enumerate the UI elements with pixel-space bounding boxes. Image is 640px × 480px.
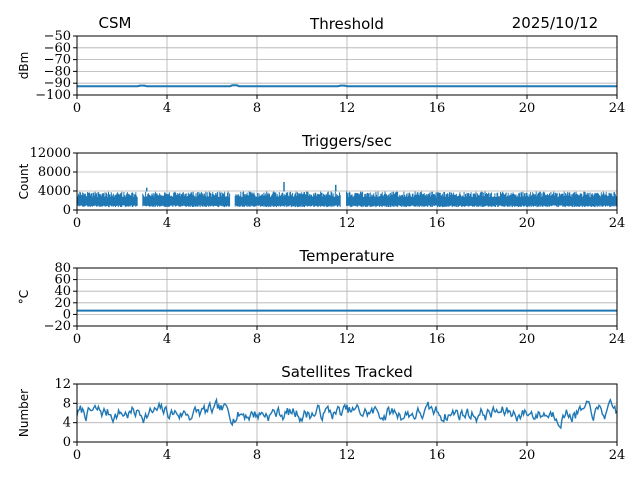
y-tick-label: 8000 <box>38 165 71 180</box>
y-tick-label: 80 <box>54 261 71 276</box>
x-tick-label: 12 <box>339 448 356 463</box>
x-tick-label: 20 <box>519 448 536 463</box>
header-date: 2025/10/12 <box>512 14 598 32</box>
x-tick-label: 12 <box>339 216 356 231</box>
x-tick-label: 4 <box>163 216 171 231</box>
x-tick-label: 16 <box>429 448 446 463</box>
y-tick-label: −70 <box>44 53 71 68</box>
x-tick-label: 0 <box>73 216 81 231</box>
x-tick-label: 24 <box>609 448 626 463</box>
panel-title: Threshold <box>309 15 384 33</box>
x-tick-label: 8 <box>253 332 261 347</box>
series-band <box>77 191 617 208</box>
y-tick-label: 4 <box>63 416 71 431</box>
y-tick-label: −50 <box>44 29 71 44</box>
x-tick-label: 0 <box>73 448 81 463</box>
x-tick-label: 8 <box>253 448 261 463</box>
y-tick-label: 0 <box>63 435 71 450</box>
header-left: CSM <box>99 14 132 32</box>
x-tick-label: 24 <box>609 216 626 231</box>
panel-2: Triggers/sec 0 4 8 12 16 20 24 0 4000 8000 12000 Cou… <box>17 132 625 231</box>
y-axis-label: °C <box>17 290 31 304</box>
panel-title: Satellites Tracked <box>281 363 412 381</box>
y-tick-label: 12000 <box>30 146 71 161</box>
panel-4: Satellites Tracked 0 4 8 12 16 20 24 0 4 8 12 Number <box>17 363 625 463</box>
y-tick-label: 60 <box>54 273 71 288</box>
panel-title: Triggers/sec <box>301 132 392 150</box>
y-tick-label: −60 <box>44 41 71 56</box>
y-tick-label: −100 <box>35 88 71 103</box>
x-tick-label: 20 <box>519 216 536 231</box>
y-axis-label: Count <box>17 163 31 199</box>
x-tick-label: 20 <box>519 332 536 347</box>
series-line <box>77 397 617 430</box>
x-tick-label: 4 <box>163 448 171 463</box>
plot-area <box>77 181 617 208</box>
y-tick-label: 8 <box>63 396 71 411</box>
y-tick-label: −90 <box>44 76 71 91</box>
x-tick-label: 24 <box>609 332 626 347</box>
y-tick-label: 4000 <box>38 184 71 199</box>
y-tick-label: −20 <box>44 319 71 334</box>
panels: Threshold 0 4 8 12 16 20 24 −100−90−80−70−60−50 d… <box>17 15 625 463</box>
x-tick-label: 8 <box>253 216 261 231</box>
plot-area <box>77 84 617 88</box>
y-tick-label: 12 <box>54 377 71 392</box>
x-tick-label: 20 <box>519 101 536 116</box>
x-tick-label: 16 <box>429 101 446 116</box>
x-tick-label: 16 <box>429 332 446 347</box>
x-tick-label: 12 <box>339 332 356 347</box>
plot-area <box>77 397 617 430</box>
panel-title: Temperature <box>298 247 394 265</box>
y-tick-label: 0 <box>63 307 71 322</box>
y-tick-label: −80 <box>44 64 71 79</box>
x-tick-label: 0 <box>73 332 81 347</box>
x-tick-label: 8 <box>253 101 261 116</box>
x-tick-label: 24 <box>609 101 626 116</box>
x-tick-label: 12 <box>339 101 356 116</box>
x-tick-label: 16 <box>429 216 446 231</box>
panel-1: Threshold 0 4 8 12 16 20 24 −100−90−80−70−60−50 d… <box>17 15 625 116</box>
series-line <box>77 84 617 88</box>
x-tick-label: 0 <box>73 101 81 116</box>
y-tick-label: 0 <box>63 203 71 218</box>
y-tick-label: 40 <box>54 284 71 299</box>
x-tick-label: 4 <box>163 101 171 116</box>
y-axis-label: Number <box>17 389 31 437</box>
y-tick-label: 20 <box>54 296 71 311</box>
x-tick-label: 4 <box>163 332 171 347</box>
y-axis-label: dBm <box>17 52 31 80</box>
